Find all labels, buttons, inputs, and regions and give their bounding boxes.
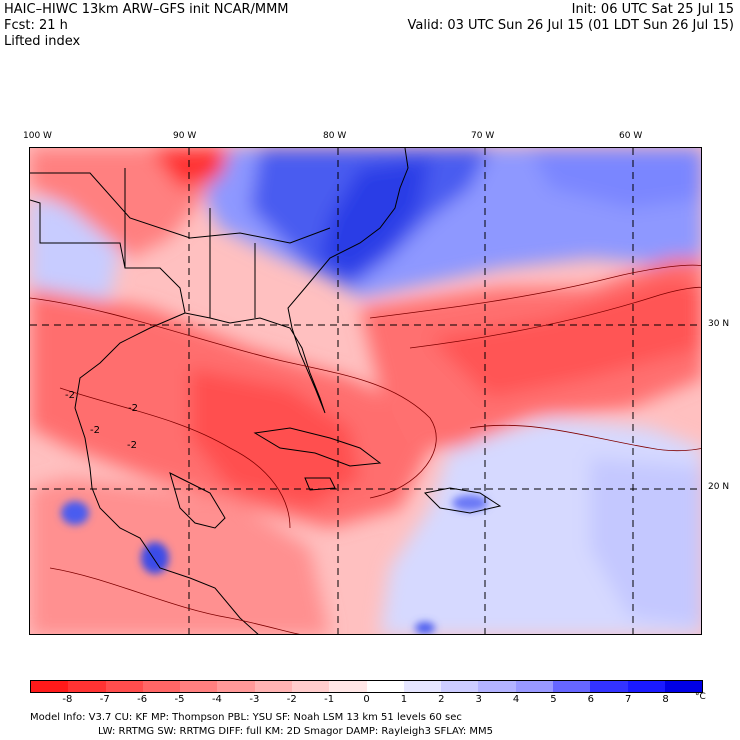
color-swatch [142,681,181,692]
color-swatch [329,681,367,692]
field-name: Lifted index [4,34,81,49]
color-scale-tick-label: -2 [286,694,297,705]
contour-label: -2 [127,440,137,451]
color-scale-tick-label: 6 [587,694,595,705]
color-swatch [217,681,255,692]
unit-label: °C [695,692,706,702]
color-scale-tick-label: 5 [550,694,557,705]
color-scale-tick-label: -5 [174,694,185,705]
color-scale-tick-label: -4 [211,694,222,705]
color-swatch [105,681,143,692]
valid-time: Valid: 03 UTC Sun 26 Jul 15 (01 LDT Sun … [407,18,735,33]
header-left: HAIC–HIWC 13km ARW–GFS init NCAR/MMM Fcs… [4,2,289,50]
lon-label-70w: 70 W [471,131,495,141]
graticule [30,148,701,634]
contours [30,264,701,634]
color-swatch [478,681,516,692]
color-scale-tick-label: -7 [99,694,110,705]
lon-label-100w: 100 W [23,131,52,141]
map-canvas: -2 -2 -2 -2 [30,148,701,634]
lon-label-80w: 80 W [323,131,347,141]
color-scale-tick-label: -8 [62,694,73,705]
color-scale-bar [30,680,703,693]
color-scale-tick-label: 3 [475,694,482,705]
lat-label-20n: 20 N [708,482,730,492]
contour-label: -2 [65,390,75,401]
color-swatch [664,681,703,692]
color-swatch [403,681,442,692]
color-scale-tick-label: 8 [662,694,669,705]
color-scale-tick-label: 2 [438,694,445,705]
color-scale-tick-label: 4 [512,694,520,705]
model-title: HAIC–HIWC 13km ARW–GFS init NCAR/MMM [4,2,289,17]
lat-label-30n: 30 N [708,319,730,329]
model-info-line1: Model Info: V3.7 CU: KF MP: Thompson PBL… [30,712,462,723]
color-swatch [366,681,404,692]
color-swatch [441,681,479,692]
lifted-index-map: -2 -2 -2 -2 [29,147,702,635]
color-scale-tick-label: -3 [249,694,260,705]
color-swatch [627,681,665,692]
color-swatch [180,681,218,692]
color-swatch [590,681,628,692]
color-swatch [515,681,553,692]
coastlines [30,148,502,634]
color-swatch [291,681,330,692]
model-info-line2: LW: RRTMG SW: RRTMG DIFF: full KM: 2D Sm… [98,726,494,737]
color-scale-tick-label: 1 [400,694,408,705]
color-scale-labels: -8 -7 -6 -5 -4 -3 -2 -1 0 1 2 3 4 5 6 7 8 [30,694,703,706]
color-swatch [254,681,292,692]
color-scale-tick-label: -6 [137,694,148,705]
color-scale-tick-label: 0 [363,694,370,705]
header-right: Init: 06 UTC Sat 25 Jul 15 Valid: 03 UTC… [408,2,735,34]
color-scale-tick-label: 7 [625,694,632,705]
contour-label: -2 [90,425,100,436]
color-swatch [68,681,106,692]
color-scale-tick-label: -1 [324,694,335,705]
lifted-index-field [30,148,701,634]
color-swatch [31,681,69,692]
forecast-hour: Fcst: 21 h [4,18,68,33]
contour-labels: -2 -2 -2 -2 [65,390,138,451]
color-swatch [552,681,591,692]
init-time: Init: 06 UTC Sat 25 Jul 15 [571,2,734,17]
contour-label: -2 [128,403,138,414]
lon-label-90w: 90 W [173,131,197,141]
lon-label-60w: 60 W [619,131,643,141]
